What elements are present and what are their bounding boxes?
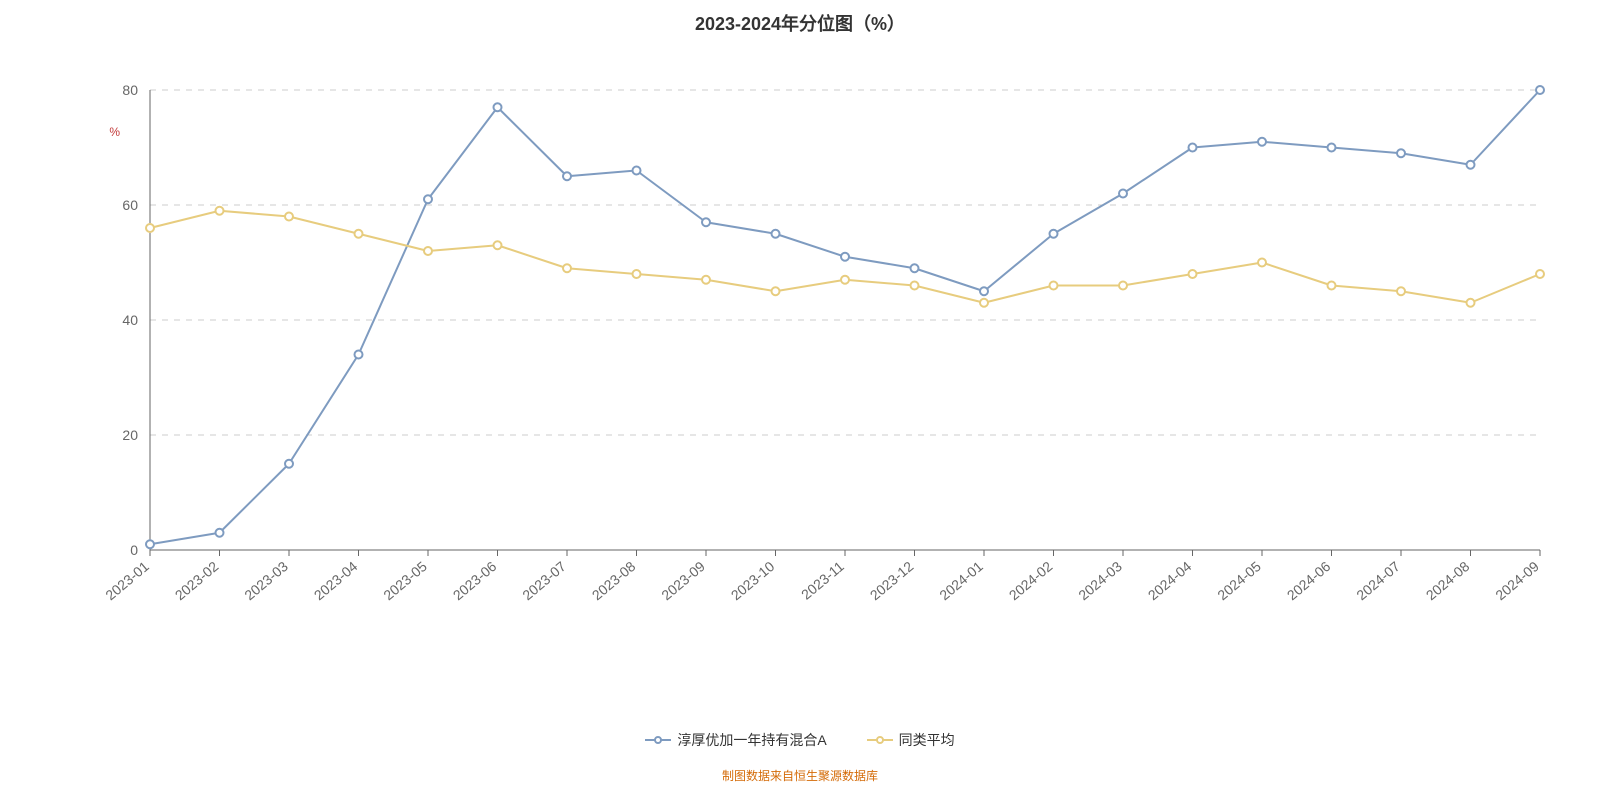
data-point[interactable]	[633, 167, 641, 175]
legend-item-1[interactable]: 同类平均	[867, 730, 955, 750]
series-line	[150, 90, 1540, 544]
data-point[interactable]	[702, 276, 710, 284]
data-point[interactable]	[1467, 299, 1475, 307]
legend-label: 同类平均	[899, 730, 955, 750]
data-point[interactable]	[1119, 282, 1127, 290]
xtick-label: 2023-07	[519, 558, 569, 603]
xtick-label: 2023-04	[311, 558, 361, 603]
data-point[interactable]	[1397, 287, 1405, 295]
data-point[interactable]	[772, 230, 780, 238]
source-note: 制图数据来自恒生聚源数据库	[0, 767, 1600, 784]
xtick-label: 2024-01	[936, 558, 986, 603]
legend-swatch-1	[867, 733, 893, 747]
xtick-label: 2023-08	[589, 558, 639, 603]
chart-title: 2023-2024年分位图（%）	[0, 10, 1600, 36]
data-point[interactable]	[702, 218, 710, 226]
data-point[interactable]	[772, 287, 780, 295]
legend-label: 淳厚优加一年持有混合A	[677, 730, 826, 750]
ytick-label: 0	[130, 542, 138, 558]
xtick-label: 2024-07	[1353, 558, 1403, 603]
xtick-label: 2023-06	[450, 558, 500, 603]
y-unit-label: %	[109, 125, 120, 139]
data-point[interactable]	[1189, 144, 1197, 152]
xtick-label: 2024-02	[1006, 558, 1056, 603]
data-point[interactable]	[146, 224, 154, 232]
data-point[interactable]	[494, 103, 502, 111]
xtick-label: 2023-12	[867, 558, 917, 603]
xtick-label: 2024-05	[1214, 558, 1264, 603]
data-point[interactable]	[355, 230, 363, 238]
xtick-label: 2024-06	[1284, 558, 1334, 603]
data-point[interactable]	[1258, 259, 1266, 267]
data-point[interactable]	[911, 282, 919, 290]
data-point[interactable]	[1536, 86, 1544, 94]
data-point[interactable]	[285, 460, 293, 468]
data-point[interactable]	[1050, 282, 1058, 290]
data-point[interactable]	[285, 213, 293, 221]
legend-item-0[interactable]: 淳厚优加一年持有混合A	[645, 730, 826, 750]
data-point[interactable]	[911, 264, 919, 272]
data-point[interactable]	[424, 195, 432, 203]
xtick-label: 2024-03	[1075, 558, 1125, 603]
data-point[interactable]	[1189, 270, 1197, 278]
xtick-label: 2023-11	[798, 558, 847, 603]
xtick-label: 2023-03	[241, 558, 291, 603]
data-point[interactable]	[355, 351, 363, 359]
ytick-label: 40	[122, 312, 138, 328]
xtick-label: 2023-01	[102, 558, 152, 603]
data-point[interactable]	[1536, 270, 1544, 278]
data-point[interactable]	[216, 529, 224, 537]
data-point[interactable]	[216, 207, 224, 215]
data-point[interactable]	[1467, 161, 1475, 169]
data-point[interactable]	[563, 264, 571, 272]
data-point[interactable]	[980, 287, 988, 295]
line-chart: 0 20 40 60 80% 2023-01 2023-02 2023-03 2023-04 20…	[0, 60, 1600, 680]
legend-swatch-0	[645, 733, 671, 747]
data-point[interactable]	[1328, 144, 1336, 152]
chart-page: 2023-2024年分位图（%） 0 20 40 60 80% 2023-01 2023-0…	[0, 0, 1600, 800]
ytick-label: 60	[122, 197, 138, 213]
xtick-label: 2024-08	[1423, 558, 1473, 603]
ytick-label: 20	[122, 427, 138, 443]
data-point[interactable]	[1050, 230, 1058, 238]
data-point[interactable]	[1119, 190, 1127, 198]
data-point[interactable]	[980, 299, 988, 307]
xtick-label: 2023-09	[658, 558, 708, 603]
data-point[interactable]	[563, 172, 571, 180]
xtick-label: 2024-09	[1492, 558, 1542, 603]
legend: 淳厚优加一年持有混合A 同类平均	[0, 730, 1600, 750]
ytick-label: 80	[122, 82, 138, 98]
data-point[interactable]	[841, 253, 849, 261]
xtick-label: 2023-02	[172, 558, 222, 603]
data-point[interactable]	[1397, 149, 1405, 157]
data-point[interactable]	[633, 270, 641, 278]
xtick-label: 2023-05	[380, 558, 430, 603]
xtick-label: 2023-10	[728, 558, 778, 603]
data-point[interactable]	[146, 540, 154, 548]
data-point[interactable]	[841, 276, 849, 284]
xtick-label: 2024-04	[1145, 558, 1195, 603]
data-point[interactable]	[494, 241, 502, 249]
data-point[interactable]	[424, 247, 432, 255]
data-point[interactable]	[1258, 138, 1266, 146]
data-point[interactable]	[1328, 282, 1336, 290]
